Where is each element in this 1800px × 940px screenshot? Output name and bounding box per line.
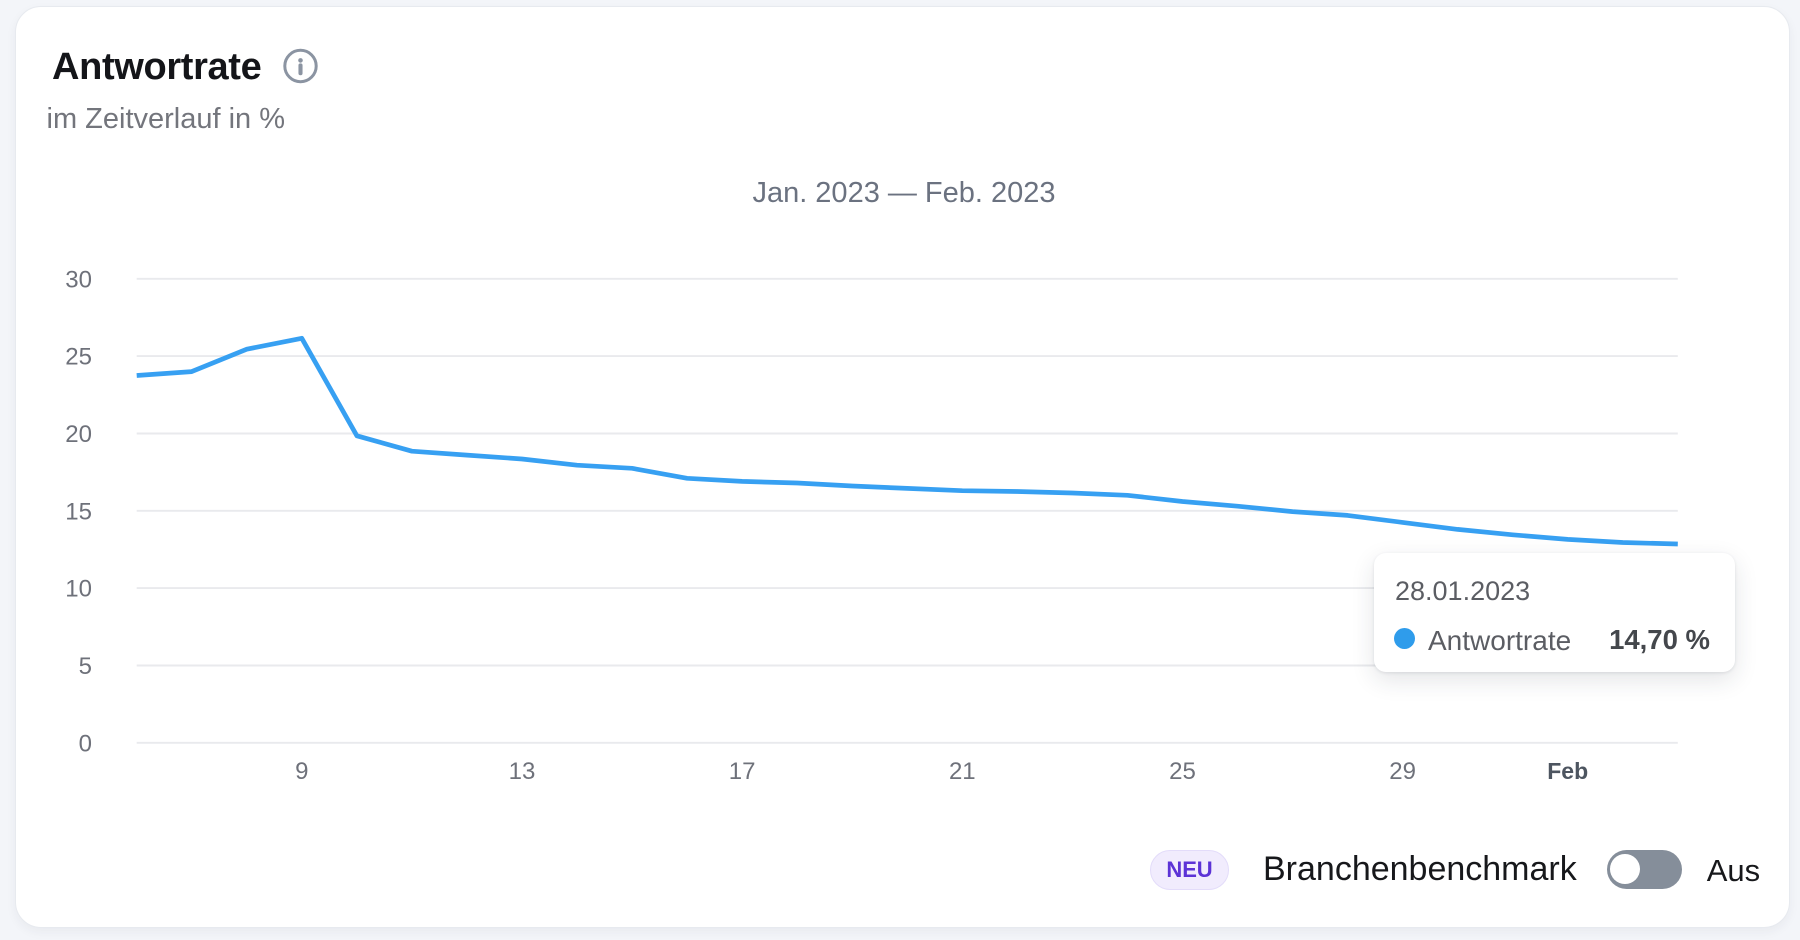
svg-text:20: 20 [65, 421, 92, 448]
svg-text:Feb: Feb [1547, 758, 1588, 784]
svg-text:21: 21 [949, 758, 976, 785]
svg-text:29: 29 [1389, 758, 1416, 785]
svg-text:17: 17 [729, 758, 756, 785]
svg-text:0: 0 [79, 730, 92, 757]
svg-text:25: 25 [1169, 758, 1196, 785]
svg-text:15: 15 [65, 498, 92, 525]
svg-text:9: 9 [295, 758, 308, 785]
svg-text:10: 10 [65, 576, 92, 603]
svg-text:30: 30 [65, 266, 92, 293]
svg-text:13: 13 [509, 758, 536, 785]
svg-text:25: 25 [65, 344, 92, 371]
svg-text:5: 5 [79, 653, 92, 680]
